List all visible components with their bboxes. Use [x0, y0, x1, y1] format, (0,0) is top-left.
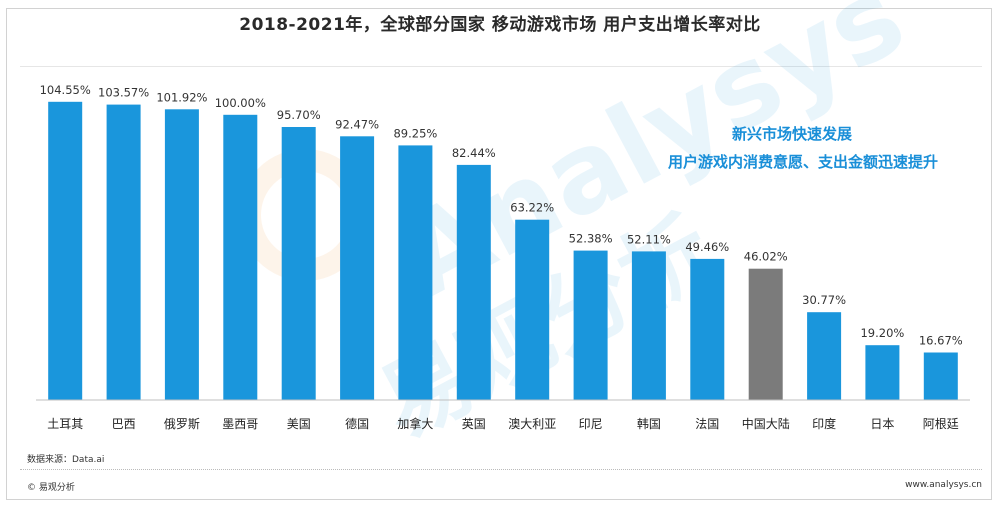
bar-value-label: 82.44% [452, 146, 496, 160]
bar-value-label: 104.55% [40, 83, 91, 97]
bar [748, 268, 783, 400]
category-label: 德国 [345, 416, 369, 431]
bar [106, 104, 141, 400]
bar [164, 109, 199, 401]
bar-value-label: 89.25% [393, 126, 437, 140]
bar-value-label: 46.02% [744, 250, 788, 264]
data-source: 数据来源：Data.ai [27, 455, 105, 465]
footer-divider [20, 469, 982, 470]
bar [223, 114, 258, 401]
category-label: 巴西 [112, 417, 136, 431]
category-label: 英国 [462, 417, 486, 431]
category-label: 土耳其 [47, 417, 83, 431]
bar-value-label: 52.38% [569, 232, 613, 246]
category-labels-group: 土耳其 巴西 俄罗斯 墨西哥 美国 德国 加拿大 英国 澳大利亚 印尼 韩国 法国 中国大陆 印度 日本 阿根… [47, 416, 959, 431]
title-divider [20, 66, 982, 67]
category-label: 加拿大 [397, 416, 433, 431]
website-text: www.analysys.cn [905, 480, 982, 490]
category-label: 韩国 [637, 416, 661, 431]
bar [398, 145, 433, 400]
category-label: 澳大利亚 [508, 417, 556, 431]
category-label: 美国 [287, 417, 311, 431]
bar [923, 352, 958, 400]
category-label: 阿根廷 [923, 417, 959, 431]
value-labels-group: 104.55% 103.57% 101.92% 100.00% 95.70% 92.47%… [40, 83, 963, 348]
bar [281, 127, 316, 400]
category-label: 法国 [695, 417, 719, 431]
category-label: 印尼 [579, 417, 603, 431]
bar-value-label: 101.92% [156, 90, 207, 104]
bar-value-label: 30.77% [802, 293, 846, 307]
annotation-line-2: 用户游戏内消费意愿、支出金额迅速提升 [667, 153, 938, 171]
bar-value-label: 92.47% [335, 117, 379, 131]
category-label: 日本 [870, 417, 894, 431]
bar [456, 164, 491, 400]
bar [515, 219, 550, 400]
bar-value-label: 16.67% [919, 334, 963, 348]
bar [48, 101, 83, 401]
copyright-text: © 易观分析 [27, 483, 75, 493]
bar [573, 250, 608, 400]
bar [807, 312, 842, 400]
category-label: 中国大陆 [742, 416, 790, 431]
bar-value-label: 52.11% [627, 232, 671, 246]
bar-value-label: 63.22% [510, 201, 554, 215]
bar [865, 345, 900, 400]
bars-group [48, 101, 958, 401]
annotation-line-1: 新兴市场快速发展 [731, 125, 852, 143]
bar-value-label: 103.57% [98, 86, 149, 100]
bar-value-label: 100.00% [215, 96, 266, 110]
bar [690, 258, 725, 400]
category-label: 俄罗斯 [164, 417, 200, 431]
bar [631, 251, 666, 400]
category-label: 墨西哥 [222, 417, 258, 431]
bar-value-label: 95.70% [277, 108, 321, 122]
chart-title: 2018-2021年，全球部分国家 移动游戏市场 用户支出增长率对比 [239, 15, 761, 35]
bar-value-label: 19.20% [860, 326, 904, 340]
category-label: 印度 [812, 416, 836, 431]
bar [340, 136, 375, 401]
bar-value-label: 49.46% [685, 240, 729, 254]
